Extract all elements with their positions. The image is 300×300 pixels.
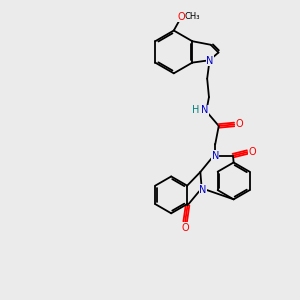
Text: O: O [178,12,185,22]
Text: N: N [199,185,207,195]
Text: CH₃: CH₃ [185,12,200,21]
Text: O: O [249,147,256,157]
Text: O: O [182,223,189,232]
Text: H: H [192,106,199,116]
Text: N: N [212,151,219,160]
Text: O: O [236,119,243,129]
Text: N: N [201,106,208,116]
Text: N: N [206,56,214,66]
